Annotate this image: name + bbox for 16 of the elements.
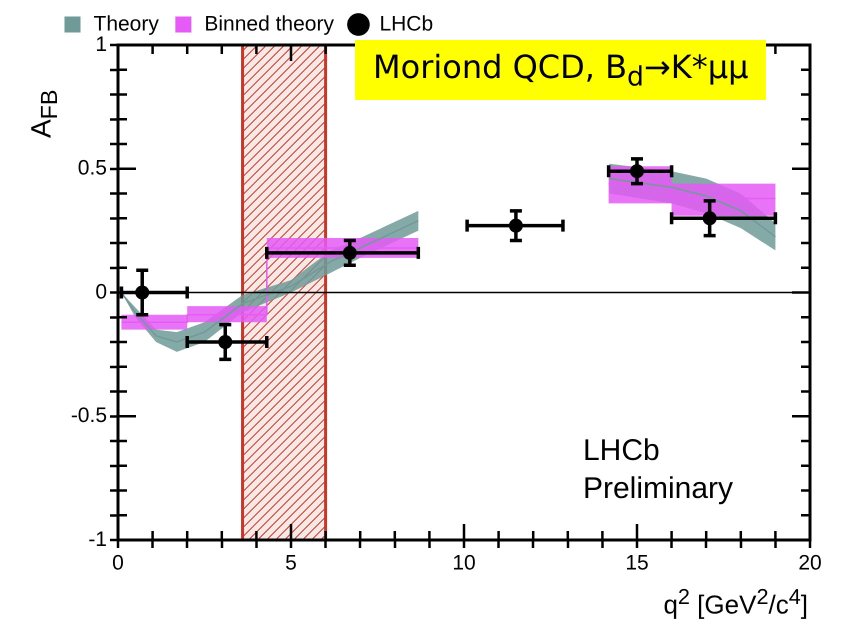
- y-tick-label: -1: [88, 528, 107, 551]
- annotation: Moriond QCD, B$_{d}$→K*μμ: [355, 40, 766, 100]
- x-tick-label: 5: [285, 551, 297, 574]
- y-tick-label: 0: [95, 280, 107, 304]
- y-tick-label: 1: [95, 32, 107, 56]
- y-tick-label: -0.5: [70, 404, 107, 428]
- x-tick-label: 20: [798, 551, 822, 574]
- legend-label: Binned theory: [204, 12, 334, 36]
- y-tick-label: 0.5: [78, 156, 107, 180]
- annotation: LHCb Preliminary: [583, 433, 734, 507]
- x-tick-label: 15: [625, 551, 649, 574]
- legend-label: Theory: [94, 12, 160, 36]
- x-axis-title: q$^{2}$ [GeV$^{2}$/c$^{4}$]: [663, 584, 808, 621]
- legend-label: LHCb: [379, 12, 434, 36]
- x-tick-label: 10: [452, 551, 476, 574]
- x-tick-label: 0: [112, 551, 124, 574]
